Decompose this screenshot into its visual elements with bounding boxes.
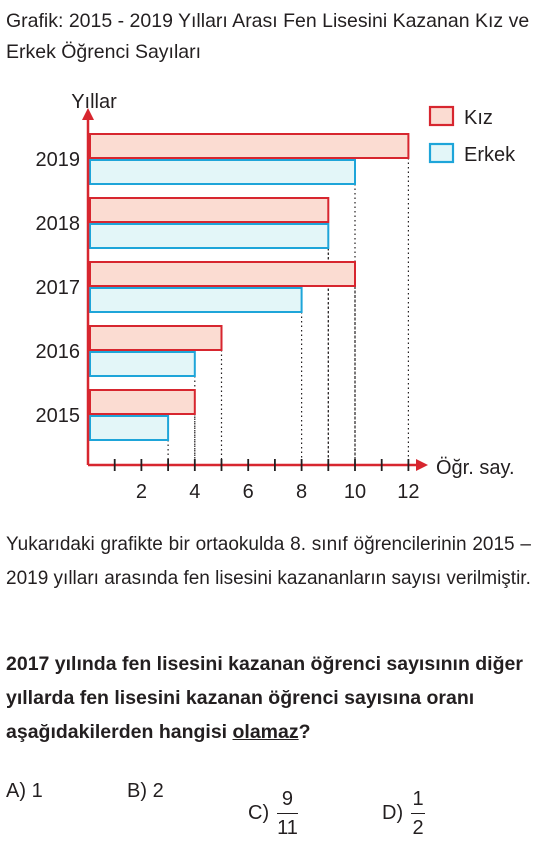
option-c[interactable]: C) 9 11	[248, 787, 298, 840]
x-axis-label: Öğr. say.	[436, 457, 515, 479]
y-tick-label-2017: 2017	[36, 277, 81, 299]
option-b-label: B)	[127, 780, 147, 802]
bar-chart: Yıllar Öğr. say. 2015 2016 2017 2018 2019 2 4 6…	[36, 91, 517, 503]
y-tick-label-2016: 2016	[36, 341, 81, 363]
option-d-denominator: 2	[412, 817, 424, 839]
option-c-label: C)	[248, 802, 270, 824]
bar-erkek-2017	[89, 287, 303, 313]
fraction-bar	[411, 813, 426, 814]
option-c-numerator: 9	[281, 788, 294, 810]
bar-erkek-2019	[89, 159, 356, 185]
bar-kiz-2018	[89, 197, 330, 223]
bar-kiz-2016	[89, 325, 223, 351]
x-tick-label-12: 12	[397, 481, 419, 503]
option-c-fraction: 9 11	[277, 787, 298, 840]
option-b[interactable]: B) 2	[127, 780, 164, 803]
bar-erkek-2016	[89, 351, 196, 377]
option-d-label: D)	[382, 802, 404, 824]
y-axis-label: Yıllar	[71, 91, 117, 113]
bar-kiz-2015	[89, 389, 196, 415]
question-before: 2017 yılında fen lisesini kazanan öğrenc…	[6, 653, 523, 743]
x-tick-label-6: 6	[243, 481, 254, 503]
bar-erkek-2018	[89, 223, 330, 249]
fraction-bar	[277, 813, 298, 814]
legend-swatch-erkek	[428, 142, 455, 164]
legend: Kız Erkek	[428, 105, 516, 166]
option-d-numerator: 1	[412, 788, 424, 810]
bar-kiz-2017	[89, 261, 356, 287]
option-c-denominator: 11	[277, 817, 298, 839]
option-a-value: 1	[31, 780, 43, 802]
x-tick-label-10: 10	[344, 481, 366, 503]
y-axis-arrow	[82, 108, 94, 120]
legend-label-kiz: Kız	[464, 107, 493, 129]
legend-label-erkek: Erkek	[464, 144, 516, 166]
y-tick-label-2018: 2018	[36, 213, 81, 235]
x-tick-label-4: 4	[189, 481, 200, 503]
option-a[interactable]: A) 1	[6, 780, 43, 803]
question-text: 2017 yılında fen lisesini kazanan öğrenc…	[6, 647, 531, 749]
x-tick-label-8: 8	[296, 481, 307, 503]
description-paragraph: Yukarıdaki grafikte bir ortaokulda 8. sı…	[6, 534, 531, 589]
axes-group	[82, 108, 428, 471]
y-tick-label-2019: 2019	[36, 149, 81, 171]
question-emphasis: olamaz	[232, 721, 299, 743]
y-tick-label-2015: 2015	[36, 405, 81, 427]
bars-group	[89, 133, 410, 441]
x-tick-label-2: 2	[136, 481, 147, 503]
bar-erkek-2015	[89, 415, 170, 441]
chart-title: Grafik: 2015 - 2019 Yılları Arası Fen Li…	[6, 10, 530, 63]
legend-swatch-kiz	[428, 105, 455, 127]
option-a-label: A)	[6, 780, 26, 802]
x-axis-arrow	[416, 459, 428, 471]
option-d[interactable]: D) 1 2	[382, 787, 426, 840]
option-d-fraction: 1 2	[411, 787, 426, 840]
bar-kiz-2019	[89, 133, 410, 159]
ticks-group: 2015 2016 2017 2018 2019 2 4 6 8 10 12	[36, 149, 420, 503]
option-b-value: 2	[152, 780, 164, 802]
question-after: ?	[298, 721, 311, 743]
